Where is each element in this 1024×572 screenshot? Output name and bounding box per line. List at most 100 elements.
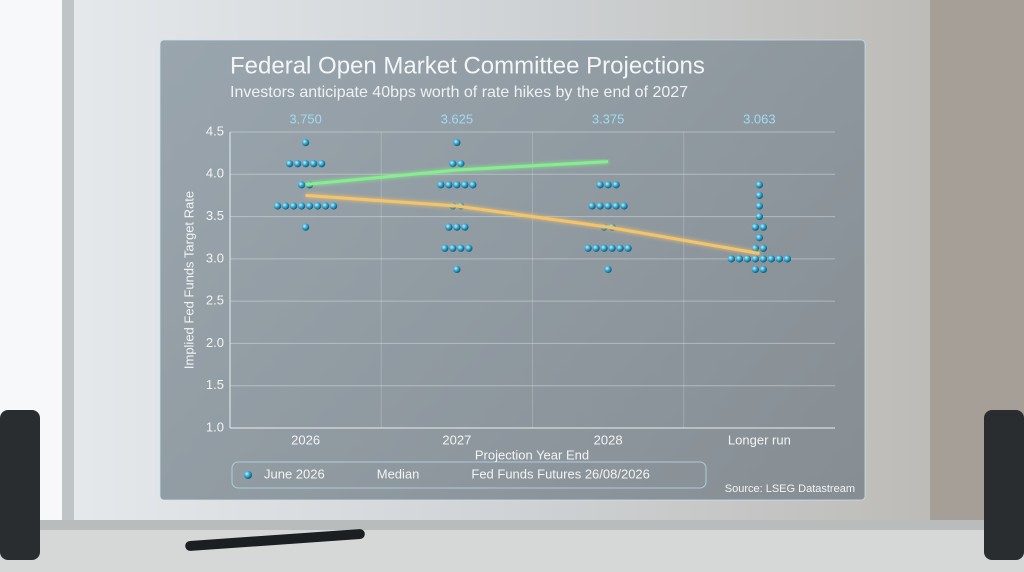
- dot: [751, 255, 759, 263]
- line: [305, 193, 760, 256]
- dot: [461, 181, 469, 189]
- legend-label: Median: [377, 466, 420, 481]
- dot: [620, 202, 628, 210]
- table-edge: [0, 520, 1024, 530]
- dot: [282, 202, 290, 210]
- dot: [330, 202, 338, 210]
- dot: [286, 160, 294, 168]
- dot: [755, 202, 763, 210]
- dot: [290, 202, 298, 210]
- value-label: 3.625: [441, 111, 474, 126]
- y-tick-label: 4.0: [206, 166, 224, 181]
- dot: [604, 265, 612, 274]
- dot: [751, 244, 759, 252]
- chart-subtitle: Investors anticipate 40bps worth of rate…: [230, 84, 688, 101]
- dot: [441, 244, 449, 252]
- dot: [751, 223, 759, 231]
- dot: [755, 234, 763, 242]
- y-tick-label: 4.5: [206, 123, 224, 138]
- dot: [453, 138, 461, 147]
- legend-box: [231, 461, 707, 489]
- y-tick-label: 3.0: [206, 250, 224, 265]
- dot: [302, 223, 310, 231]
- dot: [449, 244, 457, 252]
- window-frame: [62, 0, 74, 520]
- legend-label: June 2026: [264, 466, 325, 481]
- pen: [185, 529, 365, 551]
- x-tick-label: Longer run: [728, 432, 791, 447]
- value-label: 3.375: [592, 111, 625, 126]
- x-axis-label: Projection Year End: [475, 447, 589, 462]
- dot: [461, 223, 469, 231]
- dot: [465, 244, 473, 252]
- dot: [755, 191, 763, 200]
- dot: [743, 255, 751, 263]
- dot: [445, 223, 453, 231]
- y-axis-label: Implied Fed Funds Target Rate: [181, 191, 196, 369]
- dot: [310, 160, 318, 168]
- dot: [457, 160, 465, 168]
- dot: [318, 160, 326, 168]
- dot: [457, 244, 465, 252]
- x-tick-label: 2026: [291, 432, 320, 447]
- source: Source: LSEG Datastream: [725, 483, 855, 495]
- dot: [600, 244, 608, 252]
- dot: [759, 223, 767, 231]
- dot: [759, 255, 767, 263]
- dot: [751, 265, 759, 274]
- dot: [298, 181, 306, 189]
- dot: [775, 255, 783, 263]
- dot: [453, 181, 461, 189]
- dot: [453, 223, 461, 231]
- dot: [592, 244, 600, 252]
- dot: [727, 255, 735, 263]
- dot: [449, 160, 457, 168]
- table: [0, 525, 1024, 572]
- dot: [612, 181, 620, 189]
- dot: [469, 181, 477, 189]
- dot: [604, 202, 612, 210]
- dot: [445, 181, 453, 189]
- dot: [759, 265, 767, 274]
- dot: [294, 160, 302, 168]
- dot: [322, 202, 330, 210]
- dot: [755, 212, 763, 221]
- dot: [735, 255, 743, 263]
- dot: [298, 202, 306, 210]
- chart-title: Federal Open Market Committee Projection…: [230, 52, 705, 79]
- dot: [314, 202, 322, 210]
- value-label: 3.063: [743, 111, 776, 126]
- legend-label: Fed Funds Futures 26/08/2026: [471, 466, 650, 481]
- legend-marker: [244, 471, 252, 479]
- dot: [274, 202, 282, 210]
- dot: [596, 202, 604, 210]
- dot: [767, 255, 775, 263]
- dot: [604, 181, 612, 189]
- value-label: 3.750: [289, 111, 322, 126]
- x-tick-label: 2028: [594, 432, 623, 447]
- dot: [302, 138, 310, 147]
- y-tick-label: 2.5: [206, 293, 224, 308]
- dot: [616, 244, 624, 252]
- y-tick-label: 1.5: [206, 377, 224, 392]
- dot: [453, 265, 461, 274]
- chair: [0, 410, 40, 560]
- dot: [783, 255, 791, 263]
- dot: [612, 202, 620, 210]
- dot: [608, 244, 616, 252]
- chart-panel: [159, 39, 866, 501]
- dot: [755, 181, 763, 189]
- dot: [596, 181, 604, 189]
- dot: [302, 160, 310, 168]
- line: [305, 160, 609, 186]
- x-tick-label: 2027: [442, 432, 471, 447]
- dot: [624, 244, 632, 252]
- dot: [759, 244, 767, 252]
- dot: [588, 202, 596, 210]
- chair: [984, 410, 1024, 560]
- y-tick-label: 3.5: [206, 208, 224, 223]
- dot: [306, 202, 314, 210]
- y-tick-label: 1.0: [206, 419, 224, 434]
